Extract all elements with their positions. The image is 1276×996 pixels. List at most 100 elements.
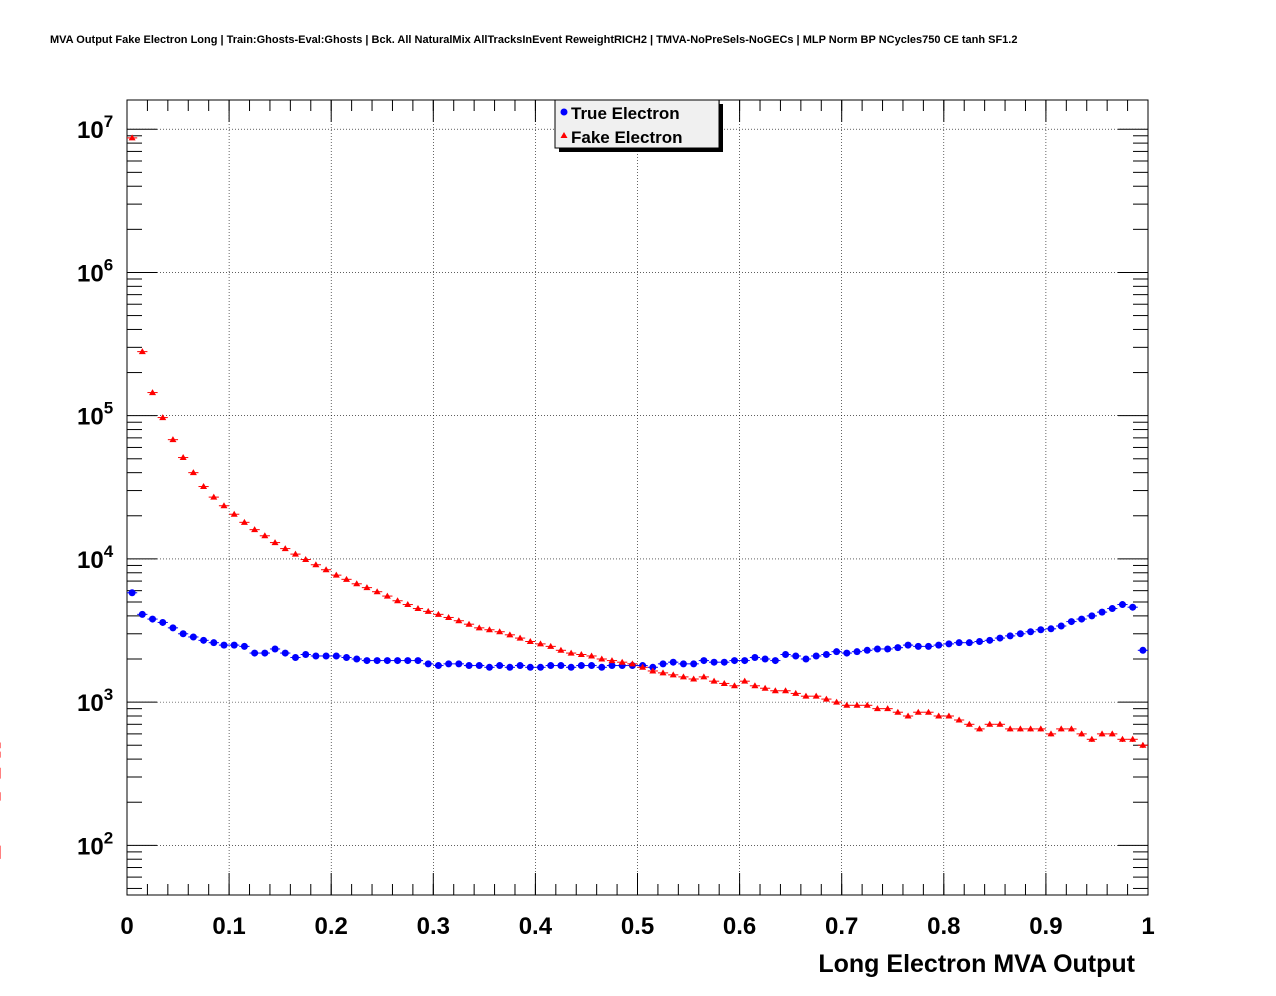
data-point	[710, 677, 718, 684]
y-tick-base: 10	[77, 547, 104, 574]
x-tick-label: 0.4	[519, 913, 553, 940]
data-point	[373, 588, 381, 595]
x-tick-label: 0.2	[315, 913, 348, 940]
data-point	[128, 134, 136, 141]
data-point	[873, 705, 881, 712]
data-point	[955, 639, 963, 647]
data-point	[792, 689, 800, 696]
data-point	[526, 637, 534, 644]
x-tick-label: 1	[1141, 913, 1154, 940]
data-point	[189, 633, 197, 641]
data-point	[628, 660, 636, 667]
data-point	[639, 663, 647, 670]
data-point	[843, 649, 851, 657]
data-point	[873, 645, 881, 653]
data-point	[1006, 725, 1014, 732]
data-point	[1129, 603, 1137, 611]
data-point	[700, 657, 708, 665]
data-point	[1139, 741, 1147, 748]
data-point	[455, 617, 463, 624]
data-point	[965, 720, 973, 727]
data-point	[1037, 725, 1045, 732]
data-point	[1016, 630, 1024, 638]
data-point	[710, 658, 718, 666]
data-point	[843, 701, 851, 708]
data-point	[475, 624, 483, 631]
data-point	[343, 653, 351, 661]
data-point	[240, 518, 248, 525]
data-point	[343, 575, 351, 582]
data-point	[281, 545, 289, 552]
data-point	[189, 469, 197, 476]
data-point	[291, 653, 299, 661]
data-point	[251, 526, 259, 533]
data-point	[1088, 735, 1096, 742]
data-point	[649, 663, 657, 671]
legend-label-fake-electron: Fake Electron	[571, 128, 683, 147]
data-point	[414, 657, 422, 665]
data-point	[506, 631, 514, 638]
data-point	[730, 657, 738, 665]
data-point	[394, 597, 402, 604]
data-point	[424, 607, 432, 614]
data-point	[261, 649, 269, 657]
legend: True Electron Fake Electron	[554, 99, 723, 152]
y-tick-label: 104	[77, 542, 114, 574]
x-tick-label: 0.3	[417, 913, 450, 940]
data-point	[526, 663, 534, 671]
data-point	[1088, 612, 1096, 620]
x-tick-label: 0.9	[1029, 913, 1062, 940]
data-point	[792, 652, 800, 660]
data-point	[679, 673, 687, 680]
data-point	[894, 644, 902, 652]
data-point	[1016, 725, 1024, 732]
data-series	[0, 134, 1148, 859]
data-point	[465, 620, 473, 627]
data-point	[741, 677, 749, 684]
data-point	[618, 658, 626, 665]
data-point	[598, 655, 606, 662]
data-point	[1027, 725, 1035, 732]
data-point	[138, 610, 146, 618]
data-point	[649, 667, 657, 674]
y-tick-base: 10	[77, 117, 104, 144]
y-tick-base: 10	[77, 833, 104, 860]
data-point	[302, 651, 310, 659]
data-point	[547, 662, 555, 670]
data-point	[465, 662, 473, 670]
data-point	[577, 651, 585, 658]
data-point	[924, 642, 932, 650]
data-point	[1078, 730, 1086, 737]
y-tick-label: 103	[77, 685, 113, 717]
data-point	[312, 561, 320, 568]
data-point	[1067, 618, 1075, 626]
data-point	[496, 628, 504, 635]
data-point	[363, 657, 371, 665]
y-tick-label: 106	[77, 255, 113, 287]
data-point	[557, 662, 565, 670]
data-point	[1108, 605, 1116, 613]
data-point	[598, 663, 606, 671]
data-point	[1027, 628, 1035, 636]
data-point	[720, 658, 728, 666]
data-point	[1118, 601, 1126, 609]
data-point	[914, 708, 922, 715]
data-point	[1057, 725, 1065, 732]
data-point	[669, 671, 677, 678]
data-point	[720, 679, 728, 686]
data-point	[557, 646, 565, 653]
data-point	[976, 725, 984, 732]
data-point	[506, 663, 514, 671]
data-point	[863, 646, 871, 654]
y-tick-base: 10	[77, 690, 104, 717]
data-point	[1098, 608, 1106, 616]
data-point	[945, 640, 953, 648]
legend-marker-true-electron	[560, 108, 568, 116]
series-true-electron	[127, 589, 1148, 671]
data-point	[128, 589, 136, 597]
data-point	[782, 651, 790, 659]
data-point	[424, 660, 432, 668]
data-point	[802, 692, 810, 699]
data-point	[761, 684, 769, 691]
